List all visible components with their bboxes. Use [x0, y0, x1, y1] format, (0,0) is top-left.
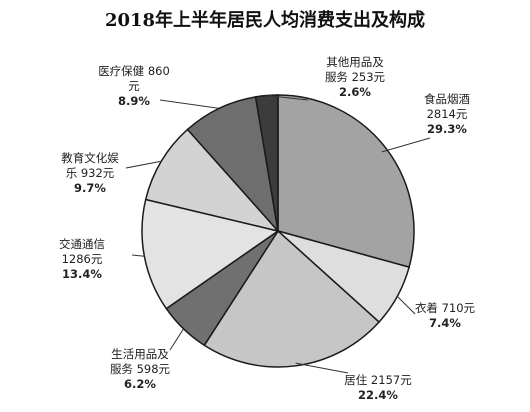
slice-label-line-6-1: 元 [128, 79, 140, 93]
slice-label-5: 教育文化娱乐 932元 9.7% [61, 151, 119, 195]
pie-slice-2 [203, 229, 381, 368]
slice-label-line-2-1: 22.4% [358, 388, 398, 402]
pie-slice-4 [141, 198, 280, 310]
slice-label-line-1-0: 衣着 710元 [415, 301, 476, 315]
slice-label-line-1-1: 7.4% [429, 316, 461, 330]
slice-label-line-3-1: 服务 598元 [110, 362, 171, 376]
slice-label-6: 医疗保健 860 元 8.9% [98, 64, 170, 108]
leader-line-0 [381, 137, 431, 153]
slice-label-line-4-0: 交通通信 [59, 237, 105, 251]
slice-label-2: 居住 2157元 22.4% [344, 373, 412, 402]
slice-label-1: 衣着 710元 7.4% [415, 301, 476, 330]
slice-label-line-6-0: 医疗保健 860 [98, 64, 170, 78]
leader-line-6 [159, 99, 220, 109]
slice-label-7: 其他用品及服务 253元 2.6% [325, 55, 386, 99]
leader-line-4 [131, 254, 145, 257]
slice-label-line-0-0: 食品烟酒 [424, 92, 470, 106]
slice-label-3: 生活用品及服务 598元 6.2% [110, 347, 171, 391]
leader-line-7 [266, 94, 309, 101]
leader-line-2 [295, 362, 349, 374]
slice-label-line-6-2: 8.9% [118, 94, 150, 108]
leader-line-3 [169, 328, 184, 351]
slice-label-line-7-0: 其他用品及 [326, 55, 384, 69]
slice-label-line-2-0: 居住 2157元 [344, 373, 412, 387]
leader-line-1 [396, 295, 416, 315]
slice-label-0: 食品烟酒 2814元 29.3% [424, 92, 470, 136]
slice-label-line-5-2: 9.7% [74, 181, 106, 195]
slice-label-4: 交通通信 1286元 13.4% [59, 237, 105, 281]
leader-line-5 [125, 160, 162, 169]
slice-label-line-4-1: 1286元 [62, 252, 103, 266]
slice-label-line-0-1: 2814元 [427, 107, 468, 121]
pie-slice-0 [277, 94, 415, 269]
slice-label-line-5-0: 教育文化娱 [61, 151, 119, 165]
slice-label-line-7-1: 服务 253元 [325, 70, 386, 84]
slice-label-line-3-2: 6.2% [124, 377, 156, 391]
slice-label-line-7-2: 2.6% [339, 85, 371, 99]
chart-title: 2018年上半年居民人均消费支出及构成 [104, 10, 426, 31]
slice-label-line-5-1: 乐 932元 [66, 166, 115, 180]
pie-slice-5 [144, 128, 281, 233]
slice-label-line-3-0: 生活用品及 [111, 347, 169, 361]
slice-label-line-0-2: 29.3% [427, 122, 467, 136]
slice-label-line-4-2: 13.4% [62, 267, 102, 281]
